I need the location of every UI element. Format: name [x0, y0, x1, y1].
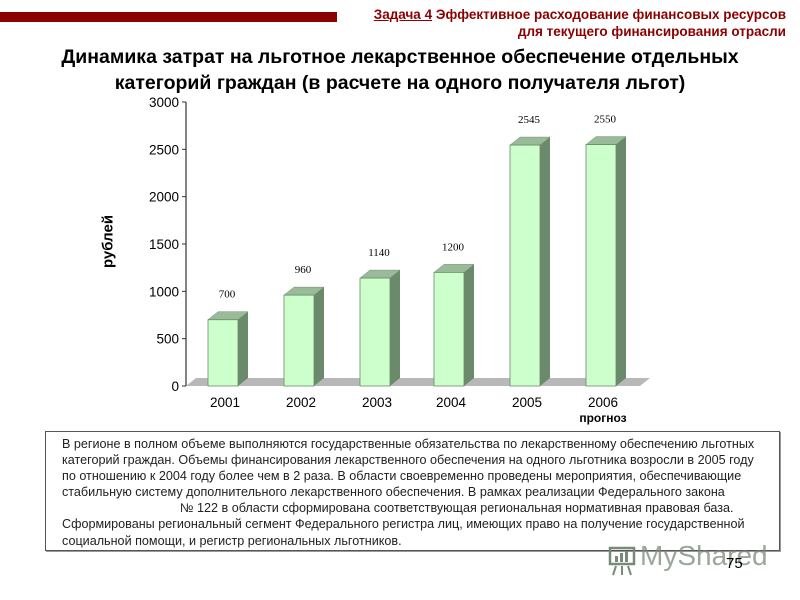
page-number: 75	[726, 555, 743, 572]
bar-2006	[585, 144, 617, 387]
task-label: Задача 4	[373, 7, 433, 22]
task-line1: Эффективное расходование финансовых ресу…	[435, 7, 786, 22]
bar-2003	[359, 277, 391, 387]
presentation-icon	[608, 546, 636, 576]
bar-2001	[207, 319, 239, 387]
bar-2004	[433, 271, 465, 387]
y-tick-label: 2500	[149, 142, 179, 157]
task-header: Задача 4 Эффективное расходование финанс…	[346, 6, 786, 40]
bar-chart: 0 500 1000 1500 2000 2500 3000 700 2001 960 2002 11…	[149, 95, 650, 425]
data-label: 1200	[442, 241, 465, 253]
x-tick-label: 2005	[512, 395, 542, 410]
bar-2005	[509, 144, 541, 387]
bar-2002	[283, 294, 315, 387]
chart-floor	[186, 378, 650, 386]
x-sublabel: прогноз	[579, 411, 626, 425]
bar-side	[464, 264, 474, 386]
data-label: 700	[219, 289, 236, 301]
description-box: В регионе в полном объеме выполняются го…	[45, 431, 780, 551]
data-label: 1140	[368, 247, 390, 259]
chart-title: Динамика затрат на льготное лекарственно…	[30, 44, 770, 96]
x-tick-label: 2003	[362, 395, 392, 410]
bar-side	[616, 136, 626, 386]
data-label: 960	[295, 264, 312, 276]
y-tick-label: 500	[156, 332, 179, 347]
chart-title-line1: Динамика затрат на льготное лекарственно…	[61, 46, 739, 68]
y-tick-label: 3000	[149, 95, 179, 110]
y-tick-label: 2000	[149, 190, 179, 205]
bar-side	[540, 137, 550, 386]
y-axis-label: рублей	[99, 214, 117, 269]
bar-side	[314, 287, 324, 386]
description-text: В регионе в полном объеме выполняются го…	[62, 437, 755, 548]
y-tick-label: 1500	[149, 237, 179, 252]
chart-title-line2: категорий граждан (в расчете на одного п…	[114, 72, 686, 94]
data-label: 2545	[518, 114, 541, 126]
y-tick-label: 1000	[149, 284, 179, 299]
data-label: 2550	[594, 114, 617, 126]
bar-side	[390, 270, 400, 386]
watermark-text: MyShared	[640, 540, 768, 571]
bar-side	[238, 311, 248, 386]
x-tick-label: 2001	[210, 395, 240, 410]
x-tick-label: 2002	[286, 395, 316, 410]
header-red-bar	[0, 12, 337, 22]
task-line2: для текущего финансирования отрасли	[517, 24, 786, 39]
y-tick-label: 0	[171, 379, 179, 394]
x-tick-label: 2006	[588, 395, 618, 410]
x-tick-label: 2004	[436, 395, 467, 410]
